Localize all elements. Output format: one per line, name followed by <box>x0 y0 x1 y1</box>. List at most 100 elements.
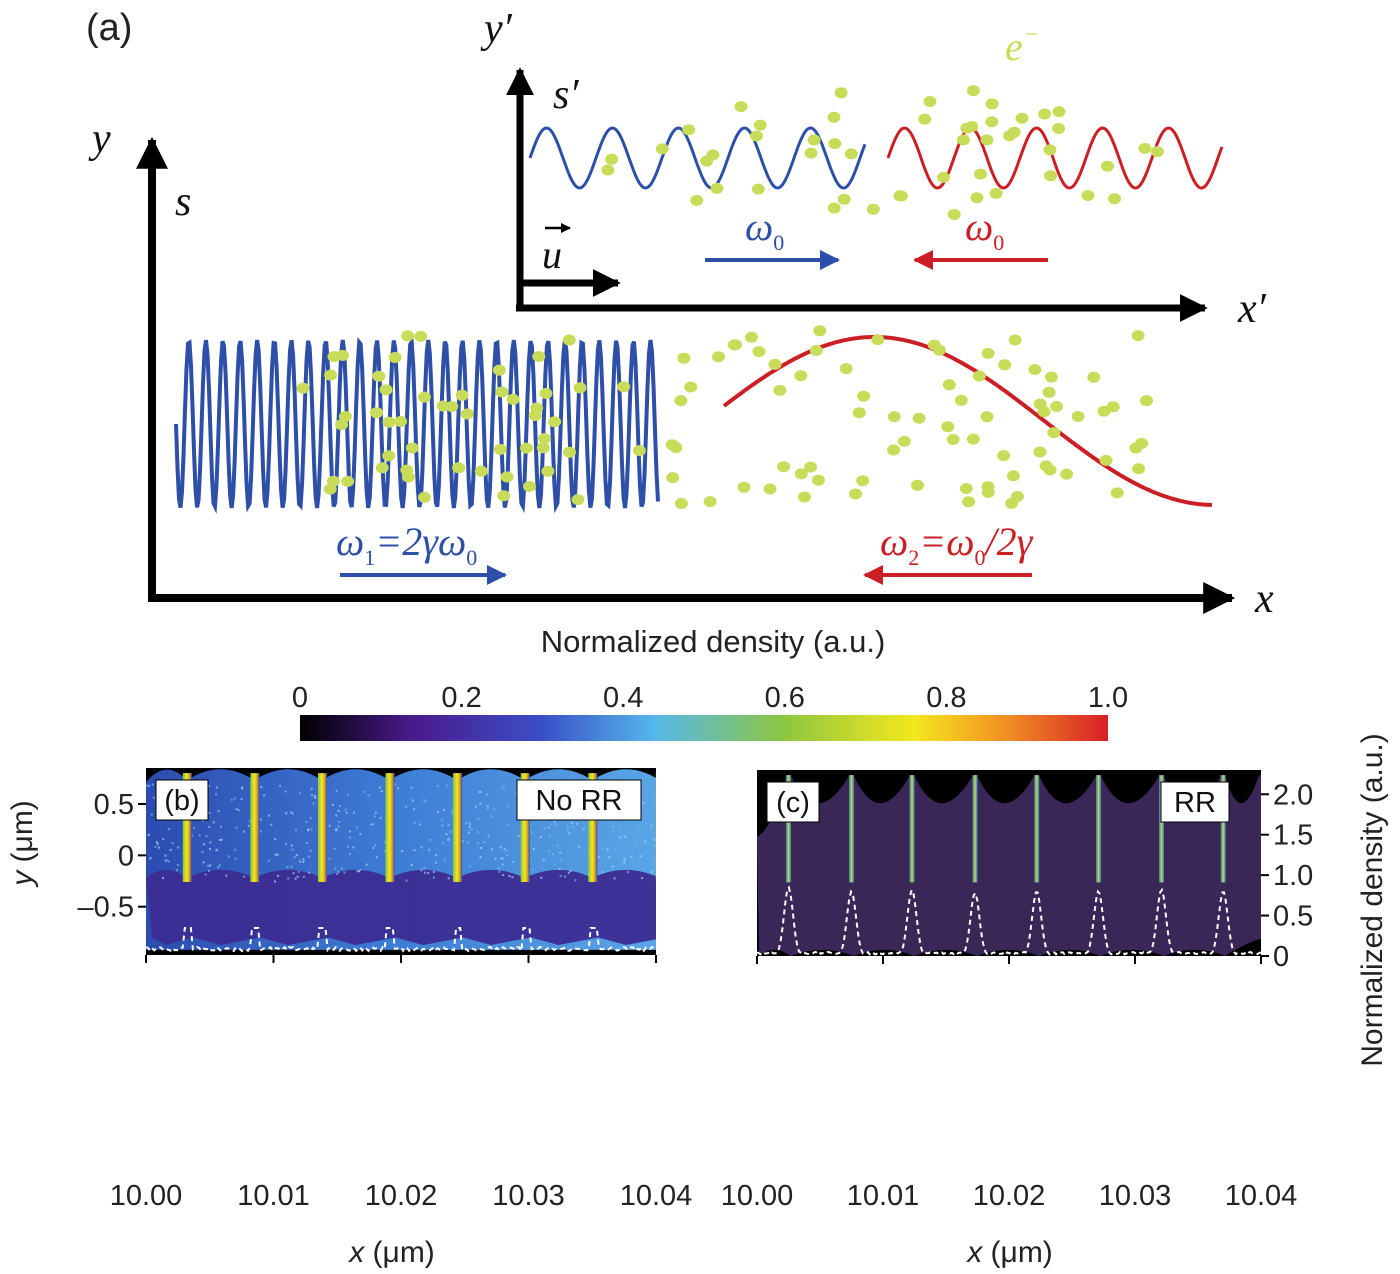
speckle-dot <box>217 810 220 813</box>
speckle-dot <box>653 838 656 841</box>
speckle-dot <box>630 856 633 859</box>
speckle-dot <box>311 794 313 796</box>
speckle-dot <box>608 855 611 858</box>
speckle-dot <box>241 787 244 790</box>
electron-dot <box>1050 401 1064 412</box>
electron-dot <box>388 352 402 363</box>
inner-y-label: y′ <box>480 6 513 52</box>
outer-red-freq-p2: =ω <box>919 519 974 564</box>
electron-dot <box>734 101 748 113</box>
speckle-dot <box>167 860 170 863</box>
speckle-dot <box>486 805 489 808</box>
electron-dot <box>980 134 994 146</box>
speckle-dot <box>365 863 368 866</box>
speckle-dot <box>429 838 432 841</box>
speckle-dot <box>359 833 362 836</box>
speckle-dot <box>517 834 520 837</box>
electron-label: e− <box>1005 22 1039 69</box>
speckle-dot <box>427 872 430 874</box>
electron-dot <box>1010 491 1024 502</box>
speckle-dot <box>570 821 573 824</box>
y-tick-label: 0.5 <box>94 789 134 821</box>
speckle-dot <box>299 792 302 795</box>
speckle-dot <box>356 826 358 829</box>
speckle-dot <box>290 844 293 847</box>
inner-red-freq-main: ω <box>965 204 993 249</box>
speckle-dot <box>476 831 479 834</box>
current-sheet <box>520 773 530 882</box>
electron-dot <box>981 487 995 498</box>
electron-dot <box>798 491 811 503</box>
current-sheet <box>182 773 192 882</box>
electron-dot <box>563 446 576 458</box>
outer-blue-freq: ω1=2γω0 <box>336 519 477 570</box>
speckle-dot <box>151 783 154 786</box>
speckle-dot <box>623 858 626 861</box>
speckle-dot <box>310 828 313 831</box>
speckle-dot <box>547 826 550 829</box>
speckle-dot <box>150 813 153 816</box>
electron-sup: − <box>1023 22 1039 48</box>
speckle-dot <box>293 856 296 859</box>
speckle-dot <box>279 785 282 787</box>
current-sheet <box>1159 775 1164 883</box>
speckle-dot <box>294 877 297 880</box>
speckle-dot <box>383 850 386 853</box>
electron-dot <box>682 124 696 136</box>
speckle-dot <box>619 836 622 839</box>
speckle-dot <box>465 821 468 824</box>
current-sheet <box>250 773 260 882</box>
x-tick-label: 10.00 <box>110 1180 183 1212</box>
speckle-dot <box>440 819 443 822</box>
speckle-dot <box>477 842 479 845</box>
electron-dot <box>965 121 979 132</box>
electron-dot <box>966 85 980 97</box>
speckle-dot <box>215 848 218 851</box>
speckle-dot <box>654 857 656 860</box>
x-tick-label: 10.02 <box>973 1180 1046 1212</box>
speckle-dot <box>486 807 489 810</box>
speckle-dot <box>234 848 237 851</box>
panel-b-label: (b) <box>164 785 199 817</box>
speckle-dot <box>596 847 599 850</box>
panel-b-xlabel: x (μm) <box>347 1236 435 1269</box>
speckle-dot <box>373 844 376 847</box>
panel-c-xlabel-var: x <box>965 1236 983 1269</box>
speckle-dot <box>644 840 647 843</box>
speckle-dot <box>380 790 383 793</box>
speckle-dot <box>569 870 572 872</box>
speckle-dot <box>337 809 340 812</box>
speckle-dot <box>177 846 180 849</box>
inner-frame-label: s′ <box>553 72 579 118</box>
electron-dot <box>946 434 960 445</box>
outer-red-freq-s2: 0 <box>974 545 985 570</box>
inner-blue-freq-main: ω <box>745 204 773 249</box>
speckle-dot <box>305 842 308 844</box>
electron-dot <box>828 138 842 150</box>
speckle-dot <box>493 807 496 810</box>
electron-dot <box>1043 144 1057 156</box>
panel-b-xlabel-unit: (μm) <box>364 1236 435 1269</box>
x-tick-label: 10.03 <box>492 1180 565 1212</box>
electron-dot <box>941 421 955 433</box>
right-y-tick-label: 1.0 <box>1273 860 1313 892</box>
electron-dot <box>296 382 310 394</box>
electron-dot <box>530 402 544 414</box>
electron-dot <box>712 351 725 363</box>
speckle-dot <box>219 839 221 841</box>
speckle-dot <box>553 820 556 823</box>
current-sheet <box>655 773 656 882</box>
speckle-dot <box>302 858 305 861</box>
speckle-dot <box>560 859 563 862</box>
electron-dot <box>985 98 999 110</box>
speckle-dot <box>423 871 426 874</box>
outer-red-wave <box>722 335 1213 507</box>
speckle-dot <box>162 877 164 880</box>
speckle-dot <box>556 844 559 847</box>
speckle-dot <box>622 860 625 863</box>
electron-dot <box>710 182 724 194</box>
speckle-dot <box>566 825 569 828</box>
speckle-dot <box>446 784 449 787</box>
electron-dot <box>571 494 585 506</box>
electron-dot <box>839 363 853 375</box>
